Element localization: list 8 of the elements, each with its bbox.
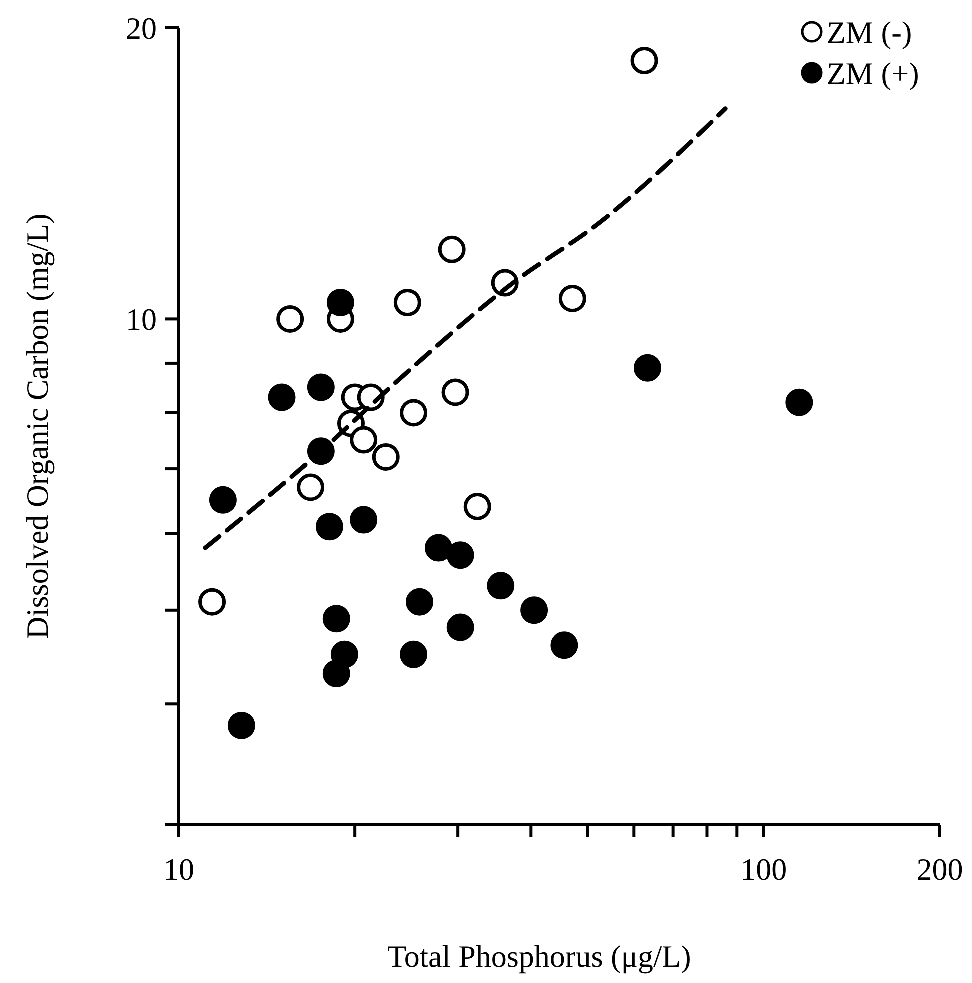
- y-axis-title: Dissolved Organic Carbon (mg/L): [20, 214, 55, 640]
- legend-label: ZM (+): [827, 56, 920, 91]
- legend-label: ZM (-): [827, 14, 912, 50]
- x-tick-label: 10: [164, 852, 194, 887]
- y-tick-label: 20: [126, 10, 157, 46]
- x-tick-label: 200: [916, 852, 964, 887]
- x-axis-title: Total Phosphorus (μg/L): [388, 939, 692, 974]
- x-tick-label: 100: [740, 852, 788, 887]
